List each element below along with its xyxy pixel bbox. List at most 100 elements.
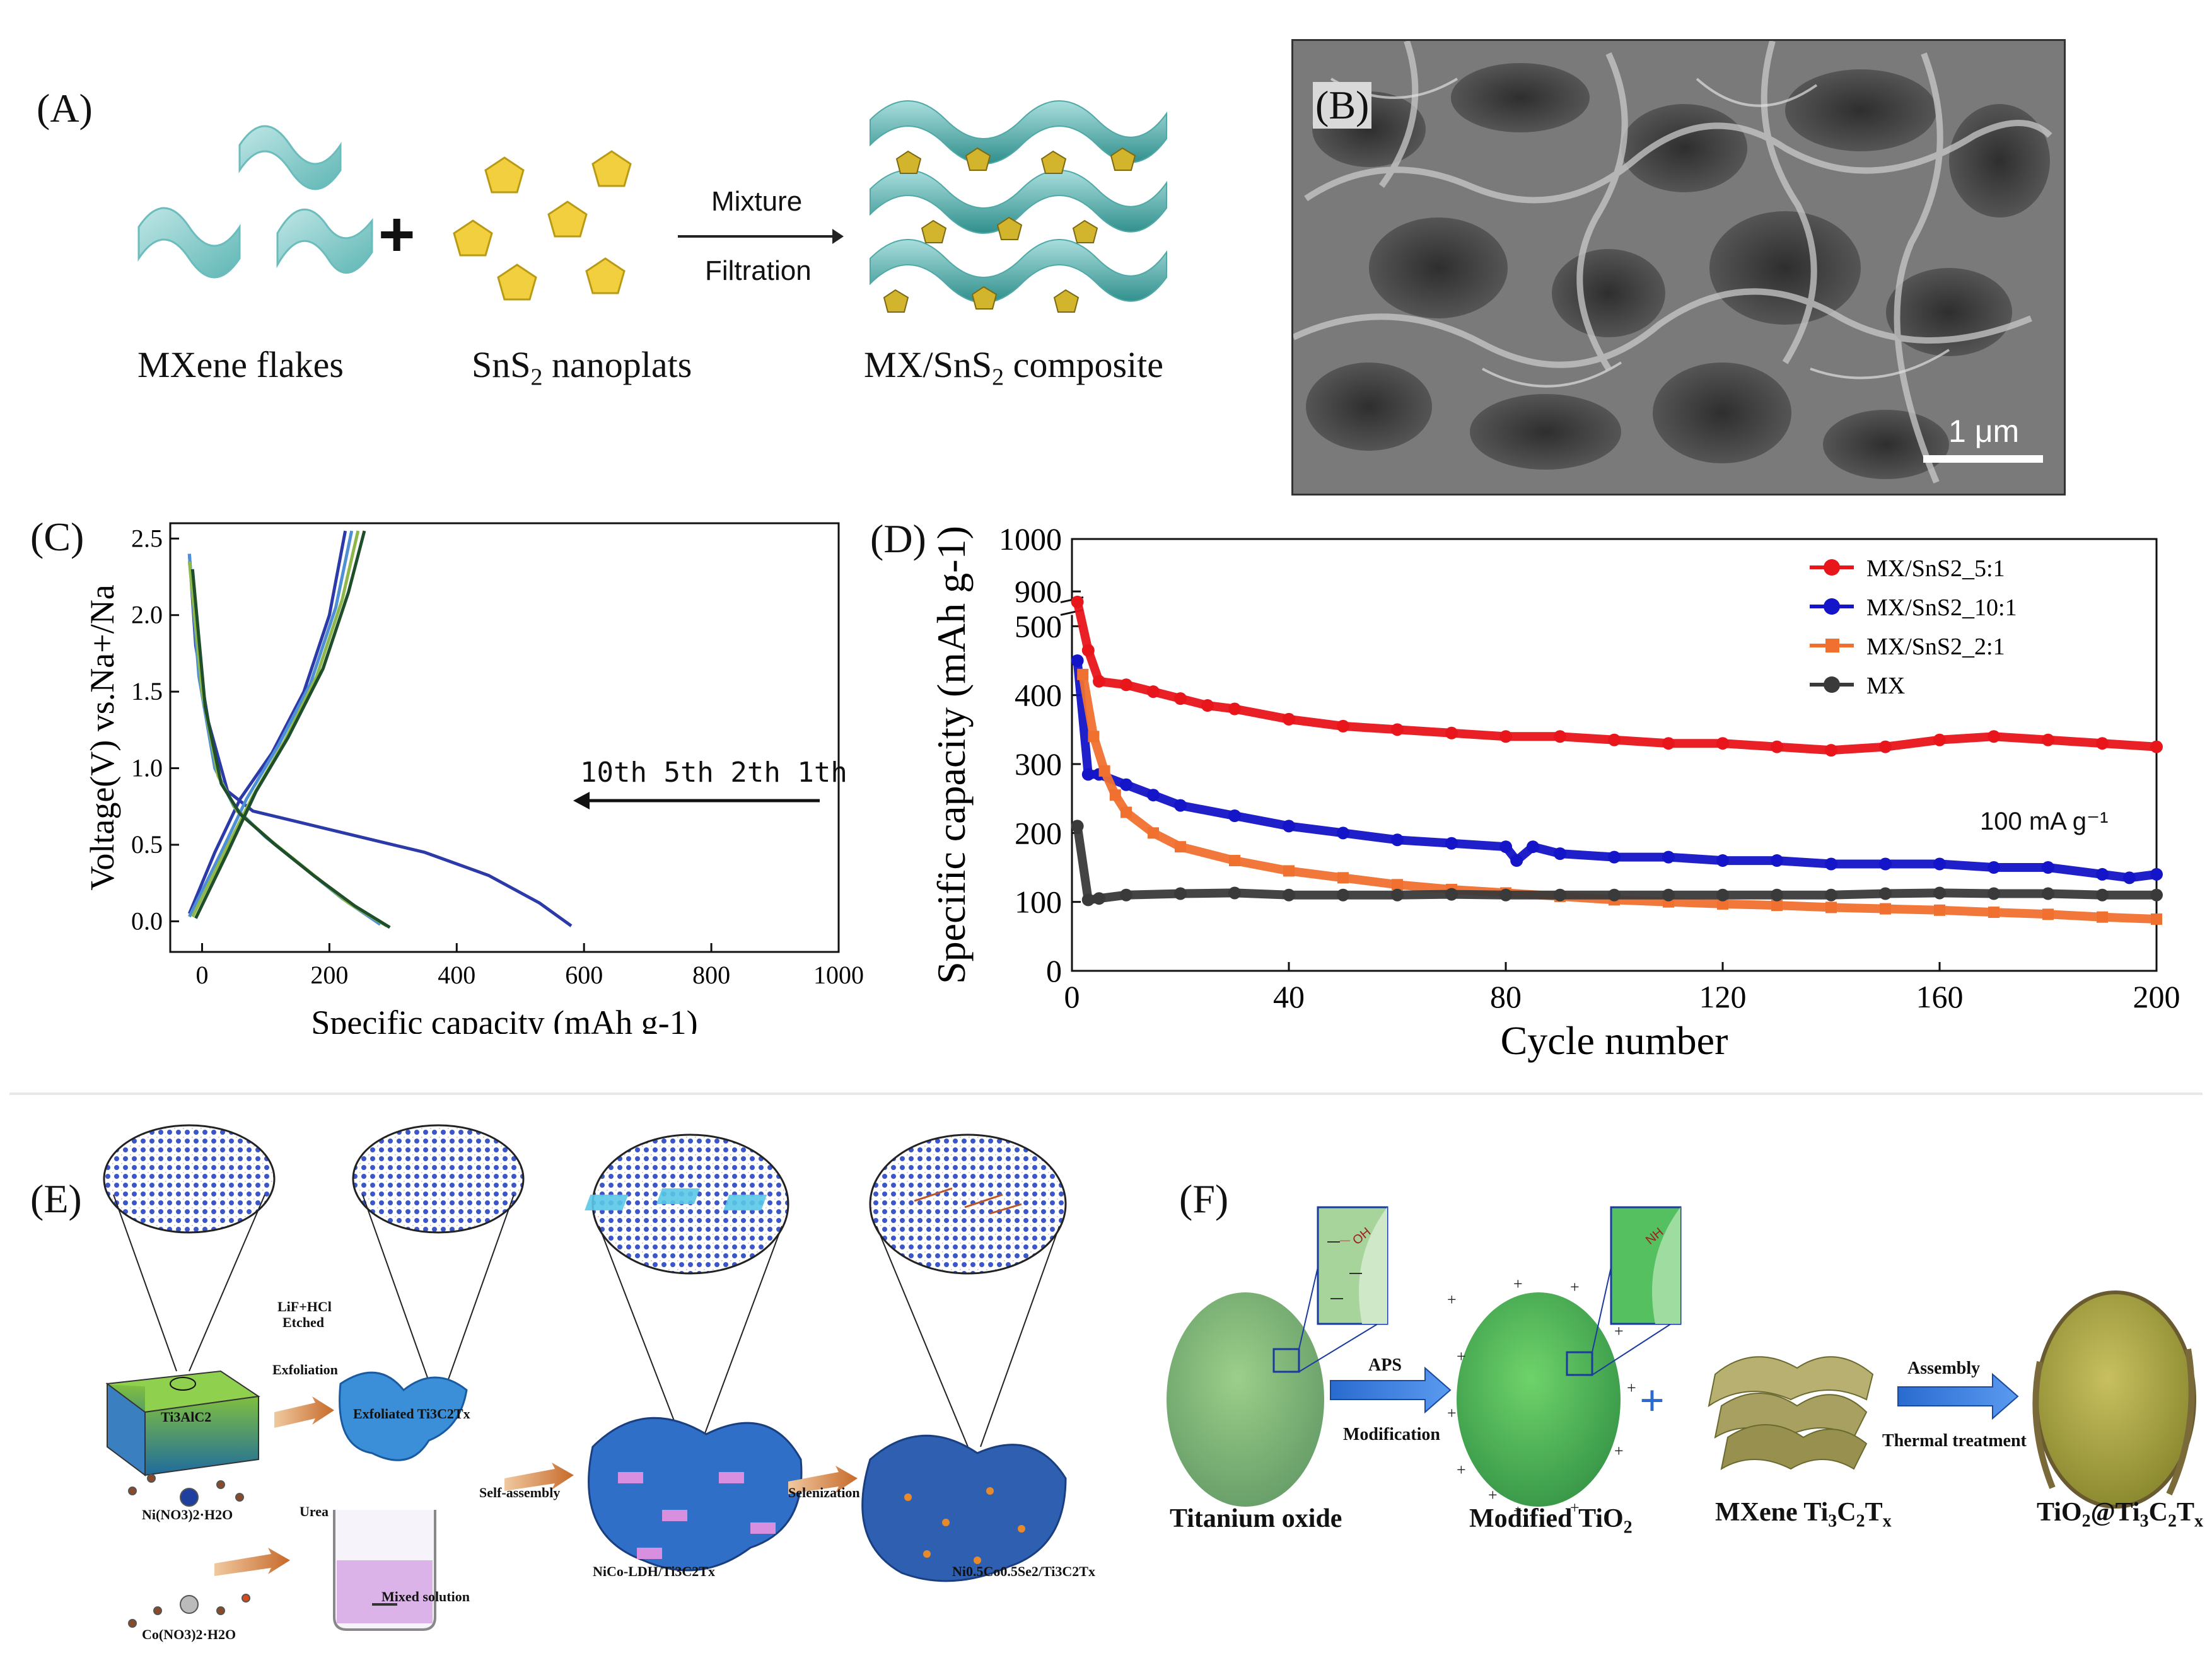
data-point [2042, 908, 2054, 920]
data-point [1147, 685, 1160, 699]
data-point [1093, 892, 1105, 905]
data-point [1716, 737, 1729, 750]
y-tick-label: 100 [1015, 884, 1062, 920]
mxene-text: MXene Ti [1715, 1498, 1829, 1527]
data-point [2042, 887, 2054, 900]
y-tick-label: 400 [1015, 678, 1062, 713]
svg-text:+: + [1447, 1290, 1457, 1309]
y-tick-label: 1.0 [131, 754, 163, 782]
sem-image [1291, 39, 2066, 496]
mxene-flakes-illustration [137, 125, 373, 279]
data-point [1879, 740, 1892, 753]
svg-text:+: + [1570, 1499, 1580, 1517]
synthesis-scheme-e [103, 1124, 1067, 1631]
legend-marker [1824, 559, 1840, 576]
svg-text:+: + [1513, 1275, 1523, 1293]
data-point [1608, 888, 1621, 901]
y-tick-label: 2.5 [131, 524, 163, 552]
svg-text:+: + [1457, 1347, 1466, 1365]
product-tio: TiO [2037, 1498, 2082, 1527]
data-point [1071, 595, 1084, 608]
data-point [1771, 740, 1783, 753]
chart-c-frame [169, 522, 840, 953]
data-point [1717, 898, 1728, 910]
data-point [1445, 837, 1458, 850]
mxene-sub-3: x [1882, 1511, 1892, 1531]
co-nitrate-label: Co(NO3)2·H2O [142, 1626, 236, 1642]
assembly-label: Assembly [1907, 1359, 1981, 1378]
data-point [2096, 888, 2109, 901]
data-point [1933, 886, 1946, 900]
data-point [1771, 900, 1783, 912]
mixed-solution-label: Mixed solution [381, 1589, 470, 1604]
data-point [1662, 850, 1675, 864]
data-point [2042, 861, 2054, 874]
scalebar-label: 1 μm [1948, 414, 2020, 449]
selenization-label: Selenization [788, 1485, 860, 1500]
section-divider [9, 1093, 2203, 1095]
x-axis-label: Cycle number [1501, 1018, 1728, 1063]
data-point [1527, 840, 1539, 854]
data-point [1120, 678, 1132, 692]
x-axis-label: Specific capacity (mAh g-1) [311, 1004, 697, 1034]
modified-tio2-subscript: 2 [1623, 1517, 1633, 1538]
svg-text:+: + [1457, 1461, 1466, 1479]
data-point [1879, 857, 1892, 871]
final-product-label: Ni0.5Co0.5Se2/Ti3C2Tx [952, 1563, 1095, 1579]
data-point [2150, 740, 2163, 753]
svg-text:+: + [1639, 1377, 1665, 1425]
data-point [1825, 888, 1837, 901]
data-point [1081, 644, 1095, 657]
etch-label-2: Etched [282, 1314, 324, 1330]
data-point [1071, 820, 1084, 833]
data-point [1081, 768, 1095, 781]
data-point [2097, 911, 2108, 923]
data-point [1608, 850, 1621, 864]
composite-text: MX/SnS [864, 344, 992, 385]
legend-label: MX [1866, 673, 1905, 699]
x-tick-label: 80 [1490, 979, 1522, 1014]
data-point [1228, 702, 1241, 716]
data-point [1554, 888, 1566, 901]
data-point [1109, 789, 1121, 801]
data-point [1499, 730, 1512, 743]
urea-label: Urea [300, 1504, 329, 1519]
y-tick-label: 0.5 [131, 830, 163, 859]
plus-sign: + [378, 199, 416, 270]
data-point [1071, 654, 1084, 667]
panel-b-letter: (B) [1313, 82, 1372, 129]
product-sub-1: 2 [2081, 1511, 2091, 1531]
series-line-MX/SnS2_5:1 [1073, 597, 2161, 755]
data-point [1081, 893, 1095, 907]
y-tick-label: 0 [1046, 953, 1062, 988]
data-point [1088, 731, 1100, 743]
y-tick-label: 2.0 [131, 601, 163, 629]
chart-d-frame [1071, 538, 2158, 972]
data-point [1933, 857, 1946, 871]
data-point [1098, 765, 1110, 777]
panel-c-letter: (C) [30, 514, 84, 559]
y-tick-label: 0.0 [131, 907, 163, 935]
charge-discharge-chart: 0 200 400 600 800 1000 0.0 0.5 1.0 1.5 2.0 2.5 Speci… [83, 522, 864, 1034]
data-point [1988, 861, 2000, 874]
filtration-label: Filtration [705, 255, 812, 286]
series-1th-discharge [187, 554, 573, 927]
data-point [1283, 712, 1295, 726]
exfoliation-label: Exfoliation [272, 1362, 338, 1377]
svg-text:+: + [1488, 1486, 1498, 1504]
data-point [1608, 733, 1621, 746]
legend-marker [1824, 598, 1840, 615]
data-point [1120, 778, 1132, 791]
data-point [1174, 887, 1187, 900]
product-at-ti: @Ti [2090, 1498, 2140, 1527]
product-sub-4: x [2194, 1511, 2203, 1531]
sns2-nanoplates-illustration [453, 150, 632, 301]
composite-subscript: 2 [992, 364, 1004, 391]
mxene-ti3c2tx-label: MXene Ti3C2Tx [1715, 1497, 1892, 1531]
data-point [1771, 854, 1783, 867]
data-point [1445, 888, 1458, 901]
data-point [1174, 799, 1187, 812]
data-point [1716, 854, 1729, 867]
data-point [1445, 726, 1458, 739]
